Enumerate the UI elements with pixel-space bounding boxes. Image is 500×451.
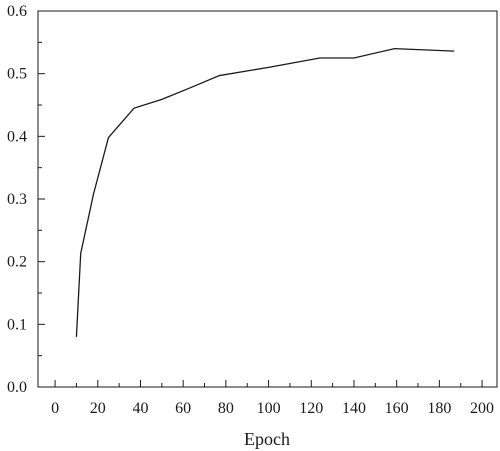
x-axis: 0 20 40 60 80 100 120 140 160 180 200: [51, 380, 494, 417]
x-tick-label: 200: [470, 400, 494, 417]
x-tick-label: 160: [385, 400, 409, 417]
x-tick-label: 180: [427, 400, 451, 417]
x-tick-label: 120: [299, 400, 323, 417]
y-tick-label: 0.2: [7, 254, 27, 271]
x-tick-label: 60: [175, 400, 191, 417]
series-line: [75, 47, 455, 337]
y-tick-label: 0.3: [7, 191, 27, 208]
y-axis: 0.0 0.1 0.2 0.3 0.4 0.5 0.6: [7, 3, 45, 396]
y-tick-label: 0.5: [7, 66, 27, 83]
x-tick-label: 80: [218, 400, 234, 417]
x-tick-label: 40: [132, 400, 148, 417]
y-tick-label: 0.4: [7, 128, 27, 145]
x-tick-label: 100: [257, 400, 281, 417]
y-tick-label: 0.6: [7, 3, 27, 20]
x-tick-label: 20: [90, 400, 106, 417]
y-tick-label: 0.1: [7, 316, 27, 333]
y-tick-label: 0.0: [7, 379, 27, 396]
x-tick-label: 140: [342, 400, 366, 417]
x-tick-label: 0: [51, 400, 59, 417]
x-axis-title: Epoch: [244, 429, 290, 449]
